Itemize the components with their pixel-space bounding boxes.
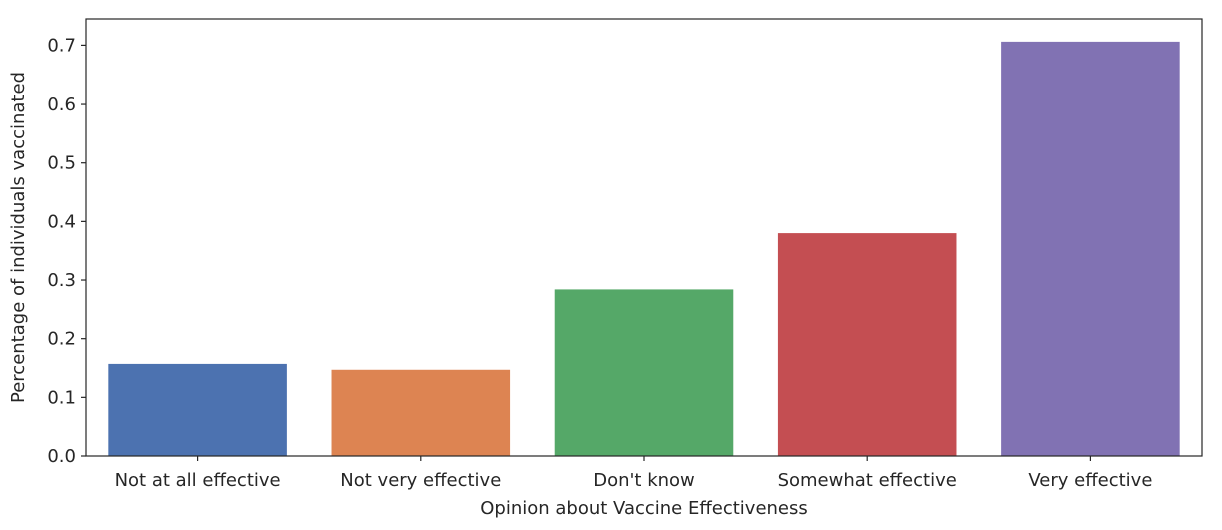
plot-frame: [85, 18, 1203, 457]
x-axis-ticks: Not at all effective Not very effective Do…: [115, 456, 1152, 491]
bar-somewhat-effective: [777, 233, 957, 456]
bar-not-at-all-effective: [108, 363, 287, 456]
y-tick-label: 0.7: [47, 35, 76, 56]
y-tick-label: 0.5: [47, 153, 76, 174]
y-axis-ticks: 0.0 0.1 0.2 0.3 0.4 0.5 0.6 0.7: [47, 35, 86, 467]
x-tick-label: Not very effective: [340, 470, 501, 491]
bar-very-effective: [1001, 41, 1180, 456]
y-tick-label: 0.3: [47, 270, 76, 291]
y-tick-label: 0.1: [47, 387, 76, 408]
y-tick-label: 0.4: [47, 211, 76, 232]
y-axis-label: Percentage of individuals vaccinated: [8, 72, 29, 403]
y-tick-label: 0.6: [47, 94, 76, 115]
bar-don-t-know: [554, 289, 734, 456]
bar-not-very-effective: [331, 369, 511, 456]
x-tick-label: Very effective: [1028, 470, 1152, 491]
x-axis-label: Opinion about Vaccine Effectiveness: [480, 498, 808, 519]
x-tick-label: Don't know: [593, 470, 695, 491]
y-tick-label: 0.0: [47, 446, 76, 467]
bars-group: [108, 41, 1180, 456]
x-tick-label: Not at all effective: [115, 470, 281, 491]
x-tick-label: Somewhat effective: [778, 470, 957, 491]
y-tick-label: 0.2: [47, 329, 76, 350]
